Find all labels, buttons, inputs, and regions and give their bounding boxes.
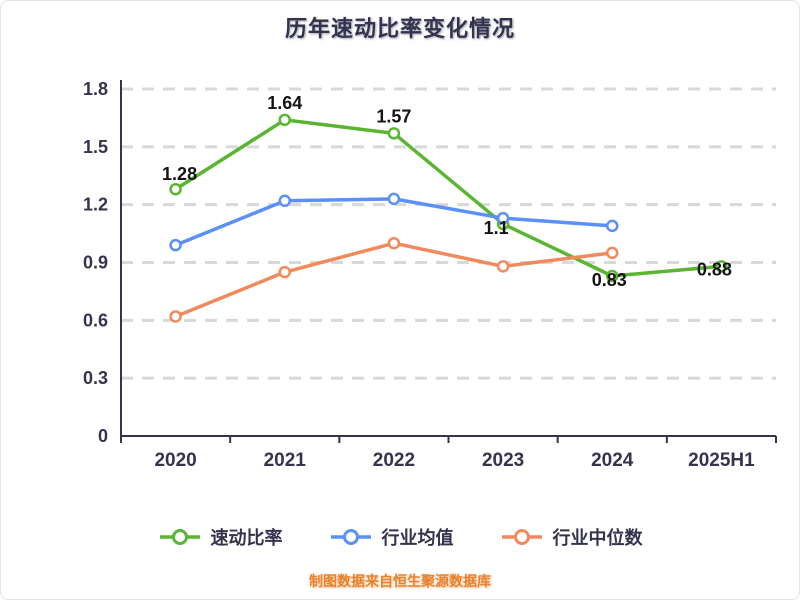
- point-label: 0.88: [697, 259, 732, 279]
- y-tick-label: 1.2: [83, 195, 108, 215]
- data-source-note: 制图数据来自恒生聚源数据库: [309, 573, 491, 589]
- y-tick-label: 0.6: [83, 310, 108, 330]
- point-label: 1.57: [376, 106, 411, 126]
- y-tick-label: 0.9: [83, 253, 108, 273]
- x-tick-label: 2024: [591, 450, 634, 471]
- legend-marker-icon: [330, 529, 371, 545]
- data-point: [387, 192, 401, 206]
- data-point: [496, 260, 510, 273]
- point-label: 0.83: [592, 270, 627, 290]
- x-tick-label: 2025H1: [688, 450, 755, 471]
- legend-label: 行业均值: [381, 528, 454, 548]
- data-point: [387, 127, 401, 140]
- point-label: 1.1: [484, 218, 509, 238]
- x-tick-label: 2023: [482, 450, 524, 471]
- y-tick-label: 0: [98, 426, 108, 446]
- data-point: [278, 194, 291, 208]
- series-line-1: [173, 118, 724, 278]
- legend-item-3[interactable]: 行业中位数: [500, 524, 643, 550]
- data-point: [715, 260, 728, 273]
- data-point: [169, 182, 182, 196]
- data-point: [169, 310, 182, 323]
- point-label: 1.64: [267, 93, 302, 113]
- x-tick-label: 2020: [154, 450, 196, 471]
- x-tick-label: 2022: [373, 450, 415, 471]
- legend-marker-icon: [501, 529, 542, 545]
- data-point: [169, 238, 182, 252]
- data-point: [496, 211, 510, 225]
- data-point: [606, 246, 619, 260]
- legend-marker-icon: [159, 529, 200, 545]
- legend-item-2[interactable]: 行业均值: [329, 524, 454, 550]
- x-tick-label: 2021: [264, 450, 307, 471]
- data-point: [606, 269, 619, 283]
- chart-legend: 速动比率 行业均值 行业中位数: [1, 521, 799, 553]
- y-tick-label: 1.5: [83, 137, 108, 157]
- legend-label: 行业中位数: [552, 528, 643, 548]
- legend-item-1[interactable]: 速动比率: [158, 524, 283, 550]
- data-point: [278, 113, 291, 127]
- y-tick-label: 0.3: [83, 368, 108, 388]
- series-line-3: [173, 241, 614, 319]
- y-tick-label: 1.8: [83, 79, 108, 99]
- chart-title: 历年速动比率变化情况: [284, 16, 515, 41]
- legend-label: 速动比率: [210, 528, 283, 548]
- data-point: [606, 219, 619, 233]
- data-point: [387, 236, 401, 250]
- data-point: [278, 265, 291, 279]
- point-label: 1.28: [162, 164, 197, 184]
